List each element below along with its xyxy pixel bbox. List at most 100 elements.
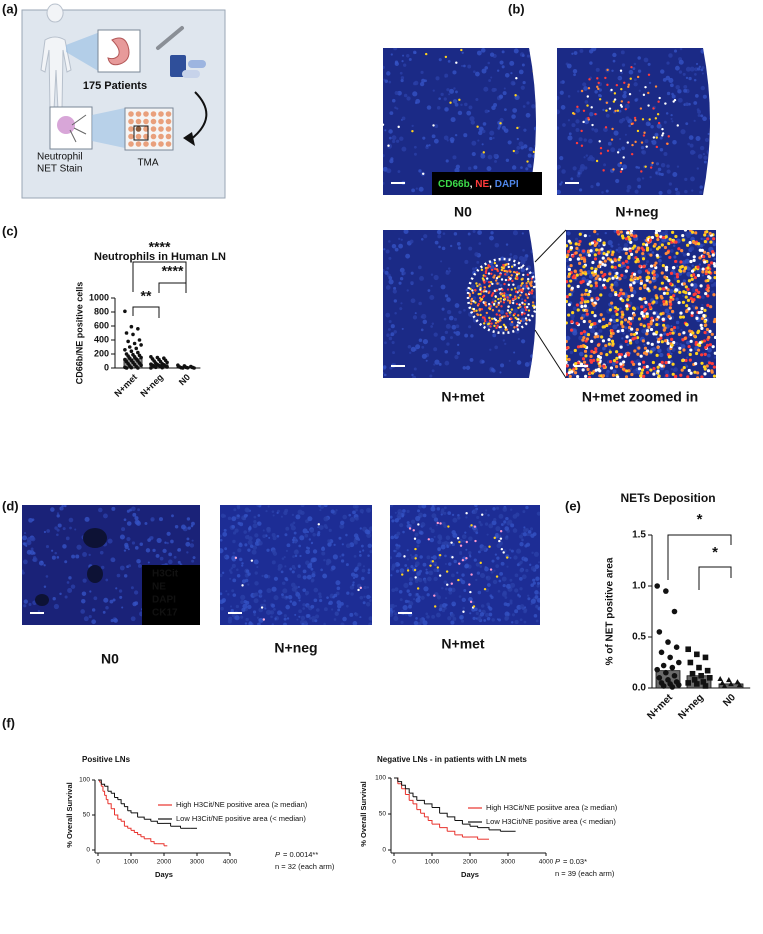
nucleus xyxy=(311,568,314,571)
nucleus xyxy=(397,170,400,173)
nucleus xyxy=(361,512,363,514)
nucleus xyxy=(466,289,469,292)
stained-cell xyxy=(632,281,635,284)
nucleus xyxy=(401,76,404,79)
stained-cell xyxy=(659,334,662,337)
nucleus xyxy=(492,507,495,510)
stained-cell xyxy=(505,312,507,314)
nucleus xyxy=(504,128,509,133)
nucleus xyxy=(637,270,642,275)
nucleus xyxy=(465,516,467,518)
stained-cell xyxy=(631,294,634,297)
nucleus xyxy=(391,324,395,328)
nucleus xyxy=(693,101,697,105)
stained-cell xyxy=(640,372,643,375)
nucleus xyxy=(156,554,160,558)
stained-cell xyxy=(677,301,680,304)
nucleus xyxy=(406,54,410,58)
stained-cell xyxy=(610,366,613,369)
nucleus xyxy=(468,233,471,236)
tma-core xyxy=(143,141,149,147)
stained-cell xyxy=(422,173,424,175)
nucleus xyxy=(254,581,258,585)
nucleus xyxy=(108,539,113,544)
image-caption: N+met zoomed in xyxy=(582,389,698,405)
nucleus xyxy=(323,559,325,561)
data-point xyxy=(661,663,667,669)
nucleus xyxy=(326,596,329,599)
nucleus xyxy=(394,330,397,333)
stained-cell xyxy=(403,555,405,557)
stained-cell xyxy=(498,314,500,316)
stained-cell xyxy=(692,298,695,301)
nucleus xyxy=(487,534,489,536)
nucleus xyxy=(250,545,253,548)
tma-core xyxy=(143,119,149,125)
nucleus xyxy=(400,302,402,304)
nucleus xyxy=(481,604,484,607)
stained-cell xyxy=(679,315,682,318)
stained-cell xyxy=(451,583,453,585)
nucleus xyxy=(233,552,236,555)
stained-cell xyxy=(581,90,583,92)
stained-cell xyxy=(694,292,697,295)
stained-cell xyxy=(686,244,689,247)
nucleus xyxy=(167,542,169,544)
stained-cell xyxy=(665,374,668,377)
stained-cell xyxy=(646,145,648,147)
stained-cell xyxy=(643,297,646,300)
nucleus xyxy=(634,78,637,81)
significance-label: * xyxy=(697,511,703,528)
nucleus xyxy=(352,584,355,587)
stained-cell xyxy=(706,284,709,287)
nucleus xyxy=(460,104,462,106)
stained-cell xyxy=(617,151,619,153)
stained-cell xyxy=(626,335,629,338)
nucleus xyxy=(533,295,536,298)
nucleus xyxy=(224,529,227,532)
nucleus xyxy=(585,100,589,104)
nucleus xyxy=(650,125,653,128)
stained-cell xyxy=(662,236,665,239)
nucleus xyxy=(469,116,474,121)
stained-cell xyxy=(623,156,625,158)
stained-cell xyxy=(417,523,419,525)
stained-cell xyxy=(511,288,513,290)
stained-cell xyxy=(524,299,526,301)
nucleus xyxy=(233,531,236,534)
stained-cell xyxy=(655,331,658,334)
stained-cell xyxy=(603,241,606,244)
data-point xyxy=(685,680,691,686)
stained-cell xyxy=(439,522,441,524)
stained-cell xyxy=(707,336,710,339)
stained-cell xyxy=(439,554,441,556)
nucleus xyxy=(457,344,459,346)
stained-cell xyxy=(484,275,486,277)
nucleus xyxy=(415,580,418,583)
stained-cell xyxy=(694,231,697,234)
stained-cell xyxy=(503,292,505,294)
stained-cell xyxy=(627,86,629,88)
stained-cell xyxy=(672,373,675,376)
stained-cell xyxy=(706,304,709,307)
nucleus xyxy=(191,522,195,526)
nucleus xyxy=(469,554,471,556)
stained-cell xyxy=(634,141,636,143)
stained-cell xyxy=(575,242,578,245)
stained-cell xyxy=(676,273,679,276)
stained-cell xyxy=(606,102,608,104)
nucleus xyxy=(538,561,540,563)
nucleus xyxy=(281,570,284,573)
stained-cell xyxy=(667,361,670,364)
nucleus xyxy=(691,189,693,191)
nucleus xyxy=(517,563,520,566)
nucleus xyxy=(436,613,441,618)
stained-cell xyxy=(622,360,625,363)
stained-cell xyxy=(621,299,624,302)
nucleus xyxy=(327,559,332,564)
nucleus xyxy=(514,49,519,54)
micrograph-content xyxy=(388,503,541,626)
nucleus xyxy=(446,88,449,91)
nucleus xyxy=(495,526,500,531)
nucleus xyxy=(396,555,398,557)
